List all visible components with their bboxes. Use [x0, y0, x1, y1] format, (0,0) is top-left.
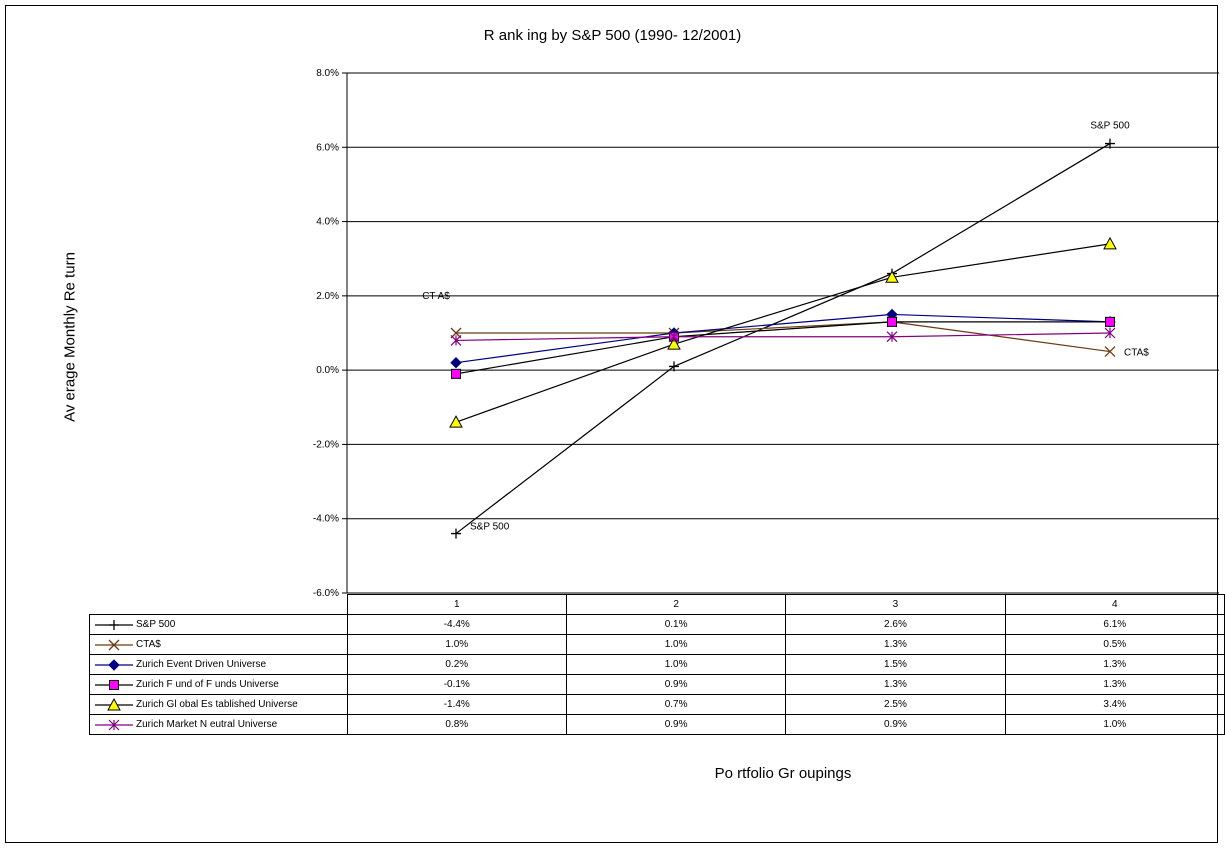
table-cell: -0.1% — [346, 674, 567, 695]
y-tick-label: -2.0% — [313, 439, 339, 450]
data-point — [887, 316, 897, 327]
table-cell: 1.0% — [1004, 714, 1225, 735]
chart-title: R ank ing by S&P 500 (1990- 12/2001) — [483, 27, 742, 44]
table-cell: 2.6% — [785, 614, 1006, 635]
table-cell: 1.0% — [565, 654, 787, 675]
legend-key — [95, 658, 133, 671]
x-tick-label: 3 — [785, 594, 1006, 615]
legend-key-marker — [108, 639, 120, 650]
table-corner — [89, 594, 348, 615]
legend-key-marker — [108, 719, 120, 730]
legend-key-marker — [109, 679, 119, 690]
annotation-label: CTA$ — [1124, 348, 1149, 359]
table-row: CTA$ 1.0% 1.0% 1.3% 0.5% — [89, 634, 1225, 655]
legend-key-marker — [107, 697, 121, 710]
legend-entry: Zurich Gl obal Es tablished Universe — [89, 694, 348, 715]
table-cell: -4.4% — [346, 614, 567, 635]
legend-label: Zurich Market N eutral Universe — [136, 719, 278, 730]
series-line — [455, 143, 1111, 535]
legend-label: Zurich F und of F unds Universe — [136, 679, 279, 690]
data-point — [449, 415, 463, 428]
table-cell: 1.0% — [565, 634, 787, 655]
table-cell: 1.3% — [785, 674, 1006, 695]
table-cell: 0.7% — [565, 694, 787, 715]
annotation-label: S&P 500 — [470, 522, 510, 533]
series-line — [455, 332, 1111, 342]
table-row: Zurich F und of F unds Universe -0.1% 0.9%… — [89, 674, 1225, 695]
table-cell: 6.1% — [1004, 614, 1225, 635]
legend-key — [95, 719, 133, 730]
data-point — [1103, 236, 1117, 250]
table-cell: 0.2% — [346, 654, 567, 675]
series-line — [455, 243, 1111, 423]
table-row: S&P 500 -4.4% 0.1% 2.6% 6.1% — [89, 614, 1225, 635]
legend-key — [95, 639, 133, 650]
legend-label: CTA$ — [136, 639, 161, 650]
table-row: Zurich Event Driven Universe 0.2% 1.0% 1.5%… — [89, 654, 1225, 675]
legend-label: S&P 500 — [136, 619, 176, 630]
x-tick-label: 2 — [565, 594, 787, 615]
data-point — [667, 337, 681, 350]
data-point — [669, 361, 679, 372]
legend-entry: Zurich Event Driven Universe — [89, 654, 348, 675]
y-tick-label: -6.0% — [313, 588, 339, 599]
data-point — [886, 331, 898, 343]
data-table: 1 2 3 4 S&P 500 -4.4% 0.1% 2.6% 6.1% CTA$ 1.0% 1.0%… — [89, 594, 1225, 735]
table-cell: 1.0% — [346, 634, 567, 655]
table-cell: 0.9% — [785, 714, 1006, 735]
legend-key-marker — [108, 658, 120, 671]
table-row: Zurich Gl obal Es tablished Universe -1.4… — [89, 694, 1225, 715]
legend-label: Zurich Gl obal Es tablished Universe — [136, 699, 298, 710]
legend-key — [95, 679, 133, 690]
table-row: Zurich Market N eutral Universe 0.8% 0.9% 0… — [89, 714, 1225, 735]
table-cell: 0.5% — [1004, 634, 1225, 655]
legend-key — [95, 619, 133, 630]
data-point — [885, 270, 899, 283]
y-tick-label: 6.0% — [316, 142, 339, 153]
table-cell: -1.4% — [346, 694, 567, 715]
data-point — [451, 528, 461, 539]
data-point — [1104, 327, 1116, 339]
table-cell: 2.5% — [785, 694, 1006, 715]
legend-entry: S&P 500 — [89, 614, 348, 635]
legend-entry: Zurich Market N eutral Universe — [89, 714, 348, 735]
annotation-label: CT A$ — [422, 291, 450, 302]
x-tick-label: 1 — [346, 594, 567, 615]
table-cell: 0.9% — [565, 714, 787, 735]
table-cell: 1.3% — [1004, 674, 1225, 695]
y-tick-label: 8.0% — [316, 68, 339, 79]
table-cell: 0.8% — [346, 714, 567, 735]
data-point — [450, 357, 462, 369]
legend-label: Zurich Event Driven Universe — [136, 659, 267, 670]
annotation-label: S&P 500 — [1090, 121, 1130, 132]
data-point — [451, 368, 461, 379]
data-point — [1105, 316, 1115, 327]
data-point — [1104, 346, 1116, 358]
legend-key-marker — [109, 619, 119, 630]
legend-entry: CTA$ — [89, 634, 348, 655]
table-cell: 1.3% — [1004, 654, 1225, 675]
data-point — [450, 335, 462, 346]
table-cell: 1.5% — [785, 654, 1006, 675]
series-line — [456, 321, 1111, 353]
y-tick-label: 4.0% — [316, 217, 339, 228]
data-point — [668, 331, 680, 343]
chart-frame — [5, 5, 1218, 843]
y-tick-label: 0.0% — [316, 365, 339, 376]
table-cell: 1.3% — [785, 634, 1006, 655]
table-cell: 0.1% — [565, 614, 787, 635]
table-cell: 3.4% — [1004, 694, 1225, 715]
table-cell: 0.9% — [565, 674, 787, 695]
x-axis-label: Po rtfolio Gr oupings — [714, 765, 852, 782]
series-line — [455, 321, 1110, 375]
legend-key — [95, 697, 133, 710]
x-tick-label: 4 — [1004, 594, 1225, 615]
y-tick-label: 2.0% — [316, 291, 339, 302]
y-tick-label: -4.0% — [313, 514, 339, 525]
data-point — [1105, 138, 1115, 149]
legend-entry: Zurich F und of F unds Universe — [89, 674, 348, 695]
series-line — [455, 313, 1111, 364]
